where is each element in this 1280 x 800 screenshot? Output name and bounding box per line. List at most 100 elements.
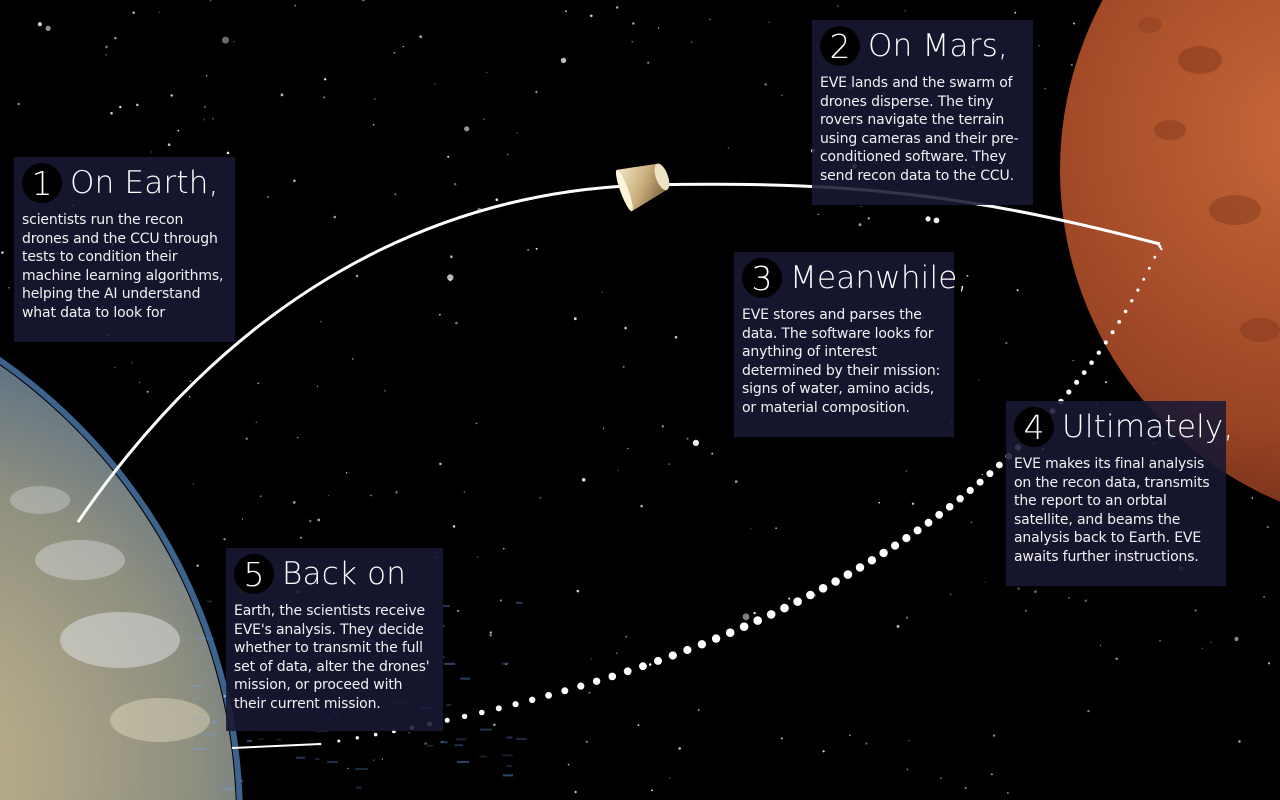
step-number-2: 2 xyxy=(820,26,860,66)
star xyxy=(1104,381,1107,384)
star xyxy=(226,151,230,155)
star xyxy=(906,768,909,771)
step-title-5: Back on xyxy=(282,555,407,592)
star xyxy=(992,734,996,737)
return-path-dot xyxy=(1074,379,1080,385)
star xyxy=(323,96,326,99)
return-path-dot xyxy=(1123,309,1128,314)
star xyxy=(565,10,567,13)
star xyxy=(865,742,868,745)
star xyxy=(940,777,942,779)
star xyxy=(320,320,322,323)
data-glyph xyxy=(506,765,512,767)
star xyxy=(669,777,671,779)
data-glyph xyxy=(426,744,434,747)
step-card-2: 2 On Mars, EVE lands and the swarm of dr… xyxy=(812,20,1033,205)
data-glyph xyxy=(439,741,448,744)
star xyxy=(908,740,910,742)
star xyxy=(370,494,372,497)
star xyxy=(933,217,940,224)
return-path-dot xyxy=(986,470,994,478)
star xyxy=(539,497,542,499)
star xyxy=(727,147,730,149)
star xyxy=(574,790,577,794)
star xyxy=(622,365,625,368)
star xyxy=(640,504,643,508)
return-path-dot xyxy=(373,732,378,737)
outbound-path xyxy=(76,182,1161,523)
star xyxy=(146,390,149,393)
star xyxy=(697,709,700,711)
star xyxy=(590,14,593,18)
star xyxy=(648,663,652,666)
return-path-dot xyxy=(697,640,707,649)
star xyxy=(964,786,967,790)
return-path-dot xyxy=(355,736,359,740)
return-path-dot xyxy=(843,570,853,579)
star xyxy=(454,183,457,186)
return-path-dot xyxy=(976,478,984,486)
data-glyph xyxy=(356,786,362,789)
star xyxy=(950,593,952,595)
data-glyph xyxy=(455,738,467,741)
star xyxy=(527,249,529,251)
star xyxy=(1266,526,1269,529)
star xyxy=(1014,11,1017,14)
star xyxy=(402,45,404,48)
star xyxy=(1115,657,1118,660)
star xyxy=(601,291,603,293)
data-glyph xyxy=(204,733,218,736)
star xyxy=(309,519,312,523)
star xyxy=(585,740,588,743)
step-card-4: 4 Ultimately, EVE makes its final analys… xyxy=(1006,401,1233,586)
star xyxy=(1100,644,1101,646)
return-path-dot xyxy=(592,677,601,685)
star xyxy=(373,759,375,761)
star xyxy=(753,611,756,615)
star xyxy=(1251,497,1254,499)
star xyxy=(1005,341,1008,345)
step-number-1: 1 xyxy=(22,163,62,203)
star xyxy=(8,286,10,289)
star xyxy=(1016,289,1019,292)
data-glyph xyxy=(258,738,265,741)
star xyxy=(177,129,180,132)
star xyxy=(463,491,466,493)
star xyxy=(362,0,365,2)
return-path-dot xyxy=(766,610,776,619)
star xyxy=(1044,88,1046,90)
star xyxy=(352,358,354,360)
star xyxy=(139,381,141,383)
star xyxy=(299,536,302,539)
star xyxy=(686,437,689,440)
earth-planet xyxy=(0,356,243,800)
star xyxy=(439,313,441,316)
star xyxy=(447,274,454,281)
star xyxy=(294,5,296,7)
step-text-3: EVE stores and parses the data. The soft… xyxy=(742,307,941,416)
star xyxy=(170,94,173,97)
star xyxy=(355,274,359,278)
star xyxy=(151,151,153,153)
star xyxy=(493,723,496,727)
return-path-dot xyxy=(806,590,815,600)
data-glyph xyxy=(446,704,452,707)
star xyxy=(991,773,993,776)
step-title-3: Meanwhile, xyxy=(790,259,968,296)
star xyxy=(212,118,214,120)
star xyxy=(768,21,770,23)
star xyxy=(692,439,700,446)
data-glyph xyxy=(516,601,523,604)
star xyxy=(616,6,619,9)
return-path-dot xyxy=(831,577,840,586)
star xyxy=(346,472,348,474)
star xyxy=(317,518,321,522)
star xyxy=(691,41,693,43)
star xyxy=(817,213,819,215)
star xyxy=(617,469,619,471)
data-glyph xyxy=(454,744,463,747)
star xyxy=(1238,740,1241,743)
star xyxy=(576,589,580,593)
star xyxy=(878,501,880,504)
return-path-dot xyxy=(479,709,485,716)
